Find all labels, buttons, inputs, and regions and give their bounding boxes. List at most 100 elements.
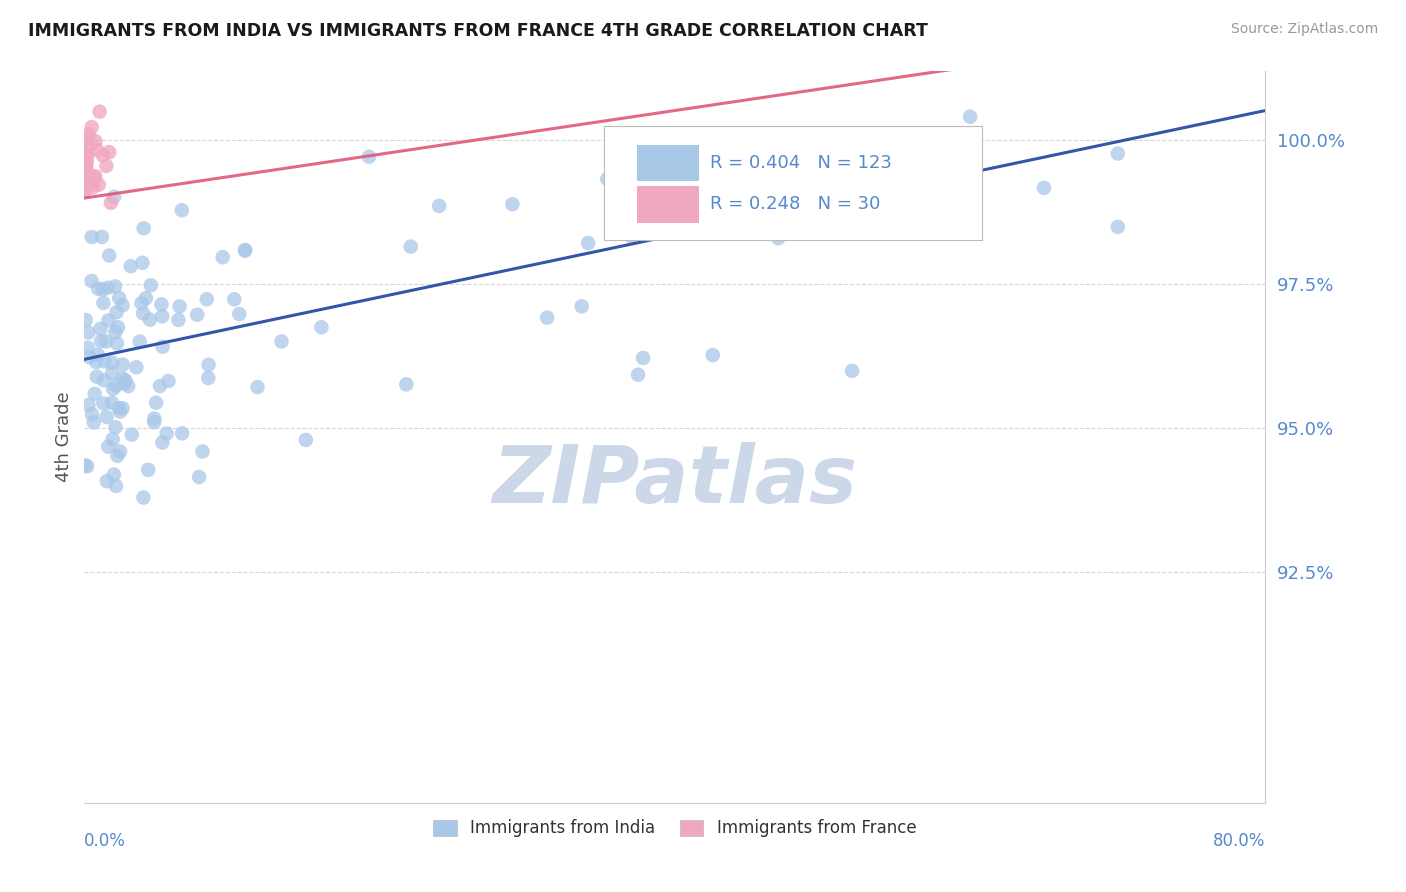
Point xyxy=(76,459,98,474)
Point xyxy=(76,148,98,162)
Point xyxy=(395,377,418,392)
Point xyxy=(120,259,142,273)
Point xyxy=(101,355,124,369)
Point xyxy=(110,404,132,418)
Point xyxy=(1033,181,1056,195)
Point xyxy=(82,180,104,194)
Point xyxy=(96,159,118,173)
Point xyxy=(596,172,619,186)
Point xyxy=(121,427,143,442)
Point xyxy=(135,291,157,305)
Point xyxy=(167,313,190,327)
Point xyxy=(145,395,167,409)
Point xyxy=(399,239,422,253)
Point xyxy=(104,325,127,339)
Point xyxy=(501,197,523,211)
Point xyxy=(94,334,117,349)
Point xyxy=(143,411,166,425)
Point xyxy=(1107,219,1129,234)
Point xyxy=(77,128,100,142)
Point xyxy=(105,449,128,463)
Point xyxy=(188,470,211,484)
Point xyxy=(87,178,110,192)
Point xyxy=(77,398,100,412)
Point xyxy=(571,299,593,313)
Text: 0.0%: 0.0% xyxy=(84,832,127,850)
Point xyxy=(172,426,194,441)
Point xyxy=(80,230,103,244)
Point xyxy=(702,348,724,362)
Point xyxy=(620,229,643,244)
Point xyxy=(83,387,105,401)
Point xyxy=(233,244,256,258)
Point xyxy=(311,320,333,334)
Point xyxy=(197,371,219,385)
Point xyxy=(98,145,121,160)
Point xyxy=(959,110,981,124)
Point xyxy=(664,178,686,192)
Point xyxy=(75,148,97,162)
Point xyxy=(143,415,166,429)
Point xyxy=(1107,146,1129,161)
Point xyxy=(96,409,118,424)
Point xyxy=(170,203,193,218)
Point xyxy=(108,291,131,305)
Point xyxy=(89,104,111,119)
Point xyxy=(80,274,103,288)
Text: ZIPatlas: ZIPatlas xyxy=(492,442,858,520)
Legend: Immigrants from India, Immigrants from France: Immigrants from India, Immigrants from F… xyxy=(425,811,925,846)
Point xyxy=(111,401,134,416)
Point xyxy=(357,150,380,164)
Point xyxy=(150,297,173,311)
Point xyxy=(139,312,162,326)
Point xyxy=(76,172,98,186)
Point xyxy=(617,219,640,233)
Point xyxy=(233,243,256,257)
Point xyxy=(73,184,96,198)
Point xyxy=(111,358,134,372)
FancyBboxPatch shape xyxy=(637,145,699,181)
Point xyxy=(101,432,124,446)
Point xyxy=(90,334,112,349)
Point xyxy=(77,326,100,340)
Point xyxy=(427,199,450,213)
Point xyxy=(79,351,101,365)
Point xyxy=(886,161,908,175)
Point xyxy=(536,310,558,325)
Point xyxy=(191,444,214,458)
Point xyxy=(197,358,219,372)
Point xyxy=(80,178,103,192)
Point xyxy=(841,136,863,150)
Point xyxy=(295,433,318,447)
Text: Source: ZipAtlas.com: Source: ZipAtlas.com xyxy=(1230,22,1378,37)
Point xyxy=(80,137,103,152)
Point xyxy=(91,283,114,297)
Point xyxy=(132,221,155,235)
Point xyxy=(157,374,180,388)
Point xyxy=(86,369,108,384)
Point xyxy=(131,296,153,310)
Point xyxy=(111,371,134,385)
Point xyxy=(627,368,650,382)
Point xyxy=(136,463,159,477)
Point xyxy=(114,373,136,387)
Point xyxy=(211,250,233,264)
Point xyxy=(105,479,128,493)
Point xyxy=(132,306,155,320)
Point xyxy=(228,307,250,321)
Point xyxy=(75,157,97,171)
Text: R = 0.248   N = 30: R = 0.248 N = 30 xyxy=(710,195,880,213)
Point xyxy=(224,293,246,307)
Point xyxy=(152,340,174,354)
Point xyxy=(105,378,128,392)
Point xyxy=(155,426,177,441)
Point xyxy=(75,458,97,473)
Point xyxy=(132,491,155,505)
Point xyxy=(97,281,120,295)
Point xyxy=(84,169,107,184)
Point xyxy=(195,292,218,306)
Point xyxy=(76,132,98,146)
Text: 80.0%: 80.0% xyxy=(1213,832,1265,850)
Point xyxy=(111,298,134,312)
Text: R = 0.404   N = 123: R = 0.404 N = 123 xyxy=(710,153,893,172)
